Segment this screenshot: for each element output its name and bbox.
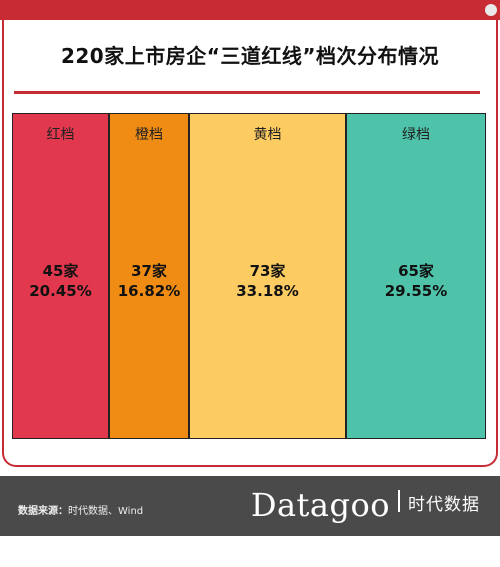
source-text: 时代数据、Wind	[68, 506, 144, 517]
header-bar	[0, 0, 500, 20]
logo-wordmark: Datagoo	[250, 486, 390, 524]
category-cell: 黄档 73家 33.18%	[189, 113, 346, 439]
count-label: 73家	[249, 262, 286, 280]
count-label: 37家	[131, 262, 167, 280]
chart-title: 220家上市房企“三道红线”档次分布情况	[60, 44, 440, 68]
category-label: 橙档	[135, 127, 163, 143]
percent-label: 33.18%	[236, 282, 299, 300]
category-label: 红档	[46, 127, 75, 143]
count-label: 65家	[398, 262, 434, 280]
percent-label: 16.82%	[117, 282, 181, 300]
corner-dot	[485, 4, 497, 16]
title-divider	[14, 91, 480, 94]
category-cell: 橙档 37家 16.82%	[109, 113, 189, 439]
category-label: 绿档	[402, 127, 430, 143]
logo-separator	[398, 490, 400, 512]
source-note: 数据来源：时代数据、Wind	[18, 502, 143, 517]
category-grid: 红档 45家 20.45% 橙档 37家 16.82% 黄档 73家 33.18% 绿档 65家 29…	[12, 113, 486, 441]
count-label: 45家	[42, 262, 79, 280]
category-cell: 绿档 65家 29.55%	[346, 113, 486, 439]
logo-chinese: 时代数据	[408, 495, 480, 515]
source-label: 数据来源：	[18, 506, 68, 517]
footer: 数据来源：时代数据、Wind Datagoo 时代数据	[0, 476, 500, 536]
brand-logo: Datagoo 时代数据	[251, 486, 480, 524]
bottom-margin	[0, 536, 500, 567]
percent-label: 20.45%	[29, 282, 92, 300]
category-cell: 红档 45家 20.45%	[12, 113, 109, 439]
percent-label: 29.55%	[384, 282, 448, 300]
category-label: 黄档	[253, 127, 282, 143]
